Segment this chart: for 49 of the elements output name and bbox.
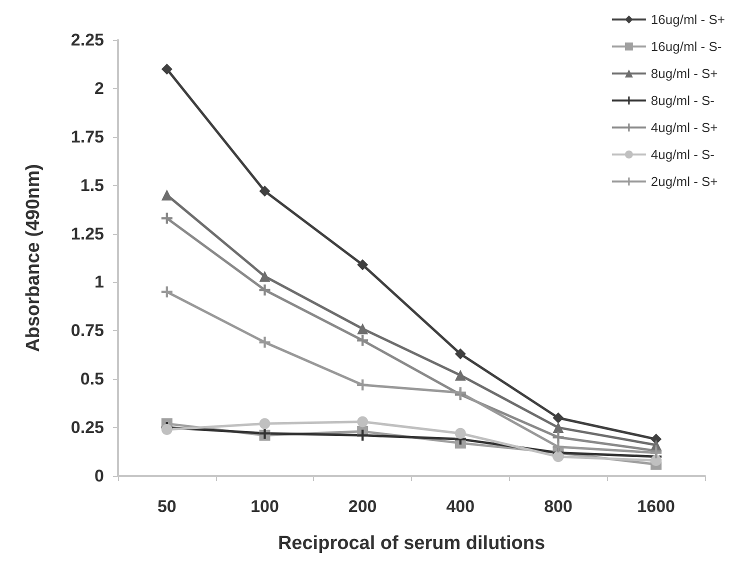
point xyxy=(161,190,172,201)
point xyxy=(357,379,368,390)
x-axis-title: Reciprocal of serum dilutions xyxy=(278,533,546,554)
point xyxy=(650,455,662,466)
point xyxy=(259,284,270,296)
point xyxy=(552,432,564,443)
point xyxy=(552,451,564,462)
legend-label: 8ug/ml - S- xyxy=(650,93,715,108)
point xyxy=(552,441,564,452)
point xyxy=(454,348,466,360)
x-tick-label: 100 xyxy=(250,497,279,516)
y-tick-label: 1.75 xyxy=(70,127,104,146)
point xyxy=(161,64,172,75)
legend-label: 2ug/ml - S+ xyxy=(650,174,718,189)
point xyxy=(454,370,466,381)
point xyxy=(161,212,172,224)
y-tick-label: 0.5 xyxy=(80,370,104,389)
point xyxy=(454,428,466,439)
point xyxy=(552,422,564,434)
y-tick-label: 0 xyxy=(94,466,104,486)
point xyxy=(357,259,368,270)
point xyxy=(259,418,270,430)
point xyxy=(552,412,564,424)
point xyxy=(259,270,270,282)
y-tick-label: 0.75 xyxy=(70,321,104,340)
y-tick-label: 1.25 xyxy=(70,224,104,244)
x-tick-label: 1600 xyxy=(637,497,675,516)
y-tick-label: 2 xyxy=(94,78,104,98)
point xyxy=(357,334,368,346)
legend-label: 16ug/ml - S+ xyxy=(650,12,726,27)
y-tick-label: 0.25 xyxy=(70,418,104,438)
point xyxy=(161,286,172,298)
x-tick-label: 400 xyxy=(446,497,475,516)
legend-label: 16ug/ml - S- xyxy=(650,39,722,54)
x-tick-label: 200 xyxy=(348,497,377,516)
point xyxy=(357,323,368,334)
y-axis-title: Absorbance (490nm) xyxy=(23,164,44,352)
x-tick-label: 50 xyxy=(157,497,176,516)
point xyxy=(357,416,368,428)
legend-label: 4ug/ml - S- xyxy=(650,147,715,162)
y-tick-label: 1 xyxy=(94,272,104,292)
y-tick-label: 1.5 xyxy=(80,176,104,195)
x-tick-label: 800 xyxy=(544,497,572,516)
legend-label: 4ug/ml - S+ xyxy=(650,120,718,135)
y-tick-label: 2.25 xyxy=(70,30,104,50)
legend-label: 8ug/ml - S+ xyxy=(650,66,718,81)
point xyxy=(357,430,368,441)
point xyxy=(259,186,270,197)
point xyxy=(259,336,270,348)
